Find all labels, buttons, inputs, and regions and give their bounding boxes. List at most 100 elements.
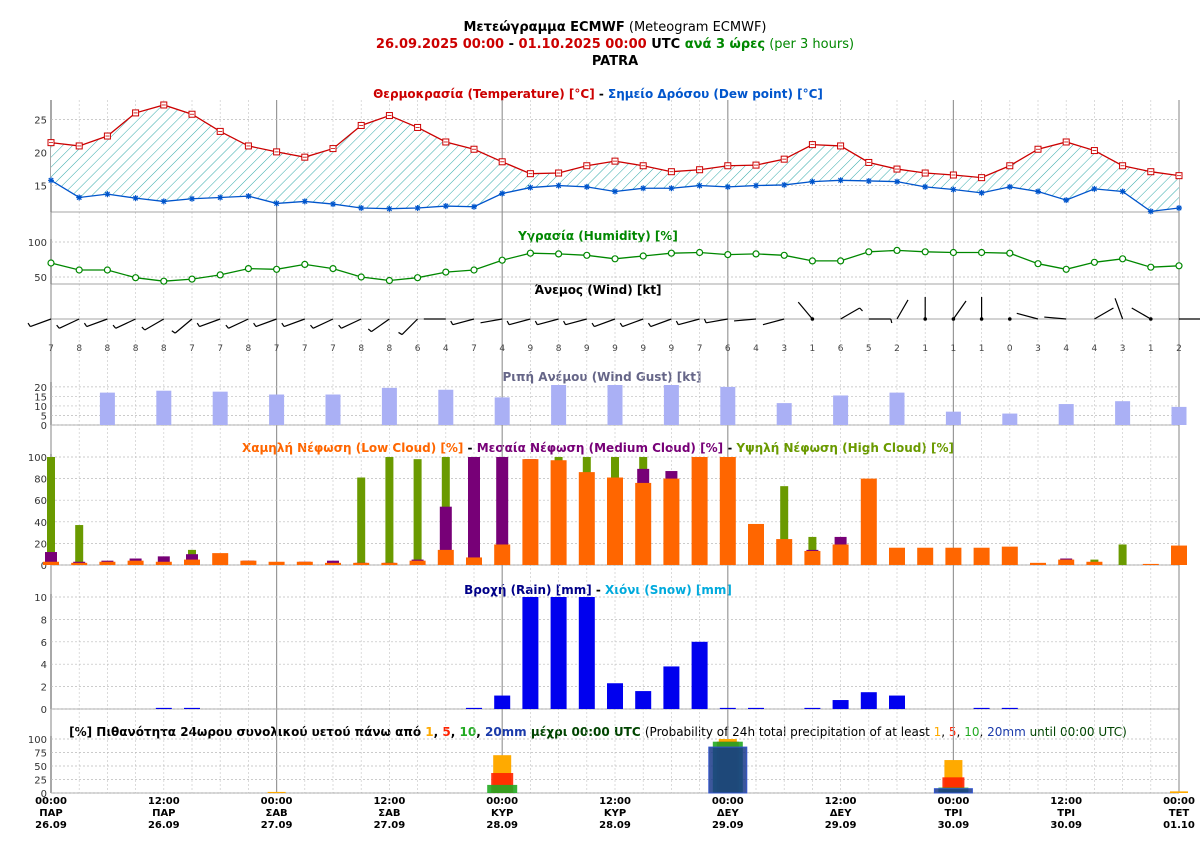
humidity-point [470, 266, 478, 274]
x-tick-date: 29.09 [712, 820, 744, 831]
x-tick-day: ΤΡΙ [1057, 808, 1075, 819]
wind-barb [622, 318, 644, 328]
wind-speed-label: 8 [387, 344, 393, 354]
y-tick-label: 50 [34, 762, 47, 773]
low-cloud-bar [184, 559, 200, 565]
x-tick-date: 28.09 [486, 820, 518, 831]
x-tick-day: ΚΥΡ [491, 808, 513, 819]
wind-speed-label: 6 [838, 344, 844, 354]
wind-speed-label: 3 [1035, 344, 1041, 354]
wind-speed-label: 4 [443, 344, 449, 354]
humidity-point [611, 255, 619, 263]
wind-barb-half-feather [619, 322, 624, 327]
humidity-point [836, 257, 845, 265]
x-tick-date: 26.09 [148, 820, 180, 831]
wind-barb [452, 318, 475, 326]
x-tick-date: 01.10 [1163, 820, 1195, 831]
low-cloud-bar [268, 561, 285, 565]
wind-barb-half-feather [591, 322, 595, 327]
medium-cloud-bar [157, 556, 170, 565]
probability-panel: 0 25 50 75 100 [28, 735, 1188, 800]
x-tick-day: ΣΑΒ [378, 808, 400, 819]
x-tick-day: ΠΑΡ [39, 808, 62, 819]
wind-barb [59, 318, 80, 329]
low-cloud-bar [522, 459, 539, 565]
rain-bar [550, 597, 567, 709]
wind-speed-label: 4 [1092, 344, 1098, 354]
probability-bar [487, 784, 518, 793]
rain-bar [860, 692, 877, 709]
medium-cloud-bar [327, 560, 339, 565]
low-cloud-bar [494, 544, 511, 565]
dewpoint-point [809, 178, 816, 185]
dewpoint-point [612, 188, 618, 195]
wind-barb-half-feather [647, 322, 652, 327]
precipitation-panel-title: Βροχή (Rain) [mm] - Χιόνι (Snow) [mm] [464, 583, 732, 597]
gust-bar [438, 389, 454, 425]
wind-speed-label: 8 [161, 344, 167, 354]
y-tick-label: 10 [34, 402, 47, 413]
wind-barb [1044, 316, 1067, 320]
gust-bar [494, 397, 510, 425]
low-cloud-bar [71, 562, 88, 565]
x-tick-day: ΤΡΙ [944, 808, 962, 819]
low-cloud-bar [353, 562, 370, 565]
low-cloud-bar [409, 560, 426, 565]
dewpoint-point [781, 181, 788, 188]
humidity-point [301, 260, 309, 268]
wind-barb [678, 318, 700, 326]
wind-speed-label: 3 [781, 344, 787, 354]
wind-speed-label: 4 [753, 344, 759, 354]
wind-barb [650, 318, 672, 328]
high-cloud-bar [75, 525, 84, 565]
wind-panel: 7 8 8 8 8 7 7 8 7 7 7 8 8 6 4 7 4 9 8 9 9 9 9 7 6 4 3 1 6 5 2 1 1 1 0 3 4 4 3 1… [27, 297, 1200, 354]
dewpoint-point [160, 198, 167, 205]
wind-barb [174, 318, 193, 334]
probability-bar [1170, 791, 1188, 793]
rain-bar [663, 666, 680, 709]
rain-bar [155, 707, 172, 709]
wind-barb [594, 318, 616, 328]
humidity-point [1062, 265, 1070, 273]
rain-bar [466, 707, 482, 709]
y-tick-label: 80 [34, 475, 47, 486]
humidity-point [498, 256, 506, 264]
high-cloud-bar [413, 459, 422, 565]
dewpoint-point [386, 205, 393, 212]
dewpoint-point [499, 190, 506, 197]
wind-barb-half-feather [398, 331, 403, 336]
humidity-point [977, 248, 986, 257]
low-cloud-bar [1058, 559, 1075, 565]
wind-barb [1131, 307, 1152, 320]
wind-barb [341, 318, 362, 329]
wind-barb-half-feather [890, 318, 893, 324]
rain-bar [804, 707, 821, 709]
high-cloud-bar [47, 457, 55, 565]
low-cloud-bar [776, 539, 793, 565]
wind-calm-dot [1008, 317, 1012, 321]
low-cloud-bar [860, 478, 877, 565]
x-tick-date: 29.09 [825, 820, 857, 831]
y-tick-label: 0 [41, 789, 47, 800]
wind-barb [1094, 307, 1114, 320]
y-tick-label: 10 [34, 593, 47, 604]
low-cloud-bar [1001, 546, 1018, 565]
x-tick-time: 12:00 [148, 796, 180, 807]
wind-speed-label: 1 [922, 344, 928, 354]
dewpoint-point [837, 177, 844, 184]
low-cloud-bar [719, 457, 736, 565]
x-tick-date: 30.09 [1050, 820, 1082, 831]
rain-bar [748, 707, 764, 709]
time-axis: 00:00ΠΑΡ26.0912:00ΠΑΡ26.0900:00ΣΑΒ27.091… [35, 796, 1195, 831]
wind-panel-title: Άνεμος (Wind) [kt] [534, 283, 661, 297]
y-tick-label: 2 [41, 683, 47, 694]
rain-bar [607, 683, 623, 709]
dewpoint-point [245, 193, 252, 200]
wind-barb [228, 318, 249, 329]
x-tick-date: 30.09 [938, 820, 970, 831]
wind-speed-label: 8 [105, 344, 111, 354]
x-tick-time: 00:00 [261, 796, 293, 807]
humidity-panel-title: Υγρασία (Humidity) [%] [517, 229, 678, 243]
cloud-panel: 0 20 40 60 80 100 [28, 453, 1187, 572]
dewpoint-point [132, 195, 139, 202]
